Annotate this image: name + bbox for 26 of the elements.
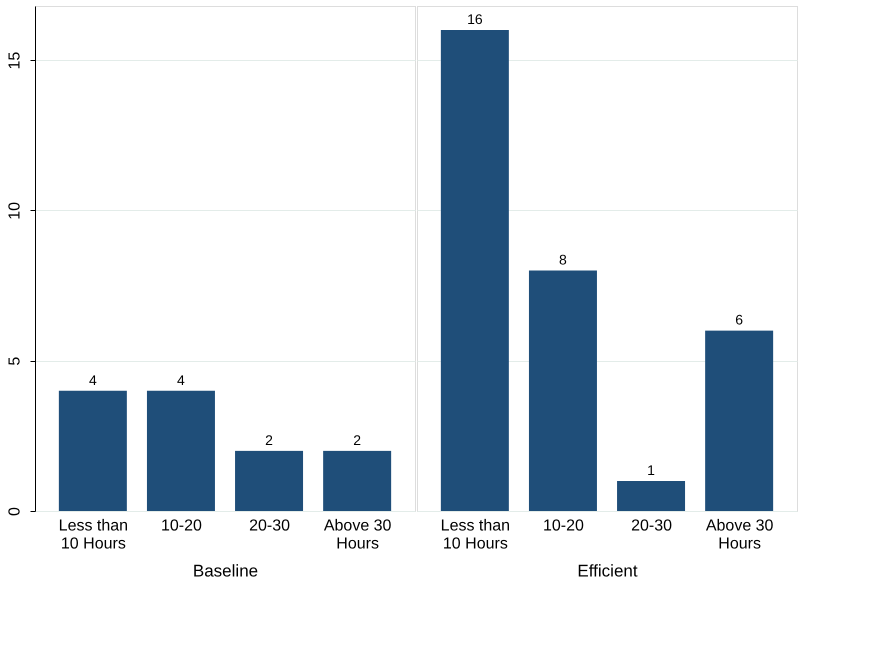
x-tick-label: 20-30	[249, 518, 290, 534]
bar	[440, 30, 509, 511]
bar	[617, 480, 686, 511]
data-label: 4	[88, 372, 97, 388]
x-tick-label: 10-20	[542, 518, 584, 534]
data-label: 2	[265, 432, 274, 448]
x-tick-label: 10-20	[160, 518, 202, 534]
x-tick-label: Less than 10 Hours	[58, 518, 128, 552]
data-label: 2	[353, 432, 362, 448]
data-label: 16	[467, 11, 483, 28]
bar	[528, 270, 597, 511]
x-tick-label: Above 30 Hours	[324, 518, 392, 552]
data-label: 6	[735, 312, 744, 328]
data-label: 8	[559, 252, 568, 268]
bar	[705, 330, 774, 511]
x-tick-label: 20-30	[631, 518, 672, 534]
y-tick-label: 15	[6, 52, 24, 70]
data-label: 1	[647, 462, 656, 478]
y-tick-label: 10	[6, 202, 24, 220]
x-tick-label: Less than 10 Hours	[440, 518, 510, 552]
y-tick-label: 5	[6, 356, 24, 366]
data-label: 4	[177, 372, 186, 388]
y-tick-label: 0	[6, 506, 24, 516]
x-axis-title: Baseline	[192, 562, 258, 580]
x-tick-label: Above 30 Hours	[706, 518, 774, 552]
x-axis-title: Efficient	[577, 562, 638, 580]
